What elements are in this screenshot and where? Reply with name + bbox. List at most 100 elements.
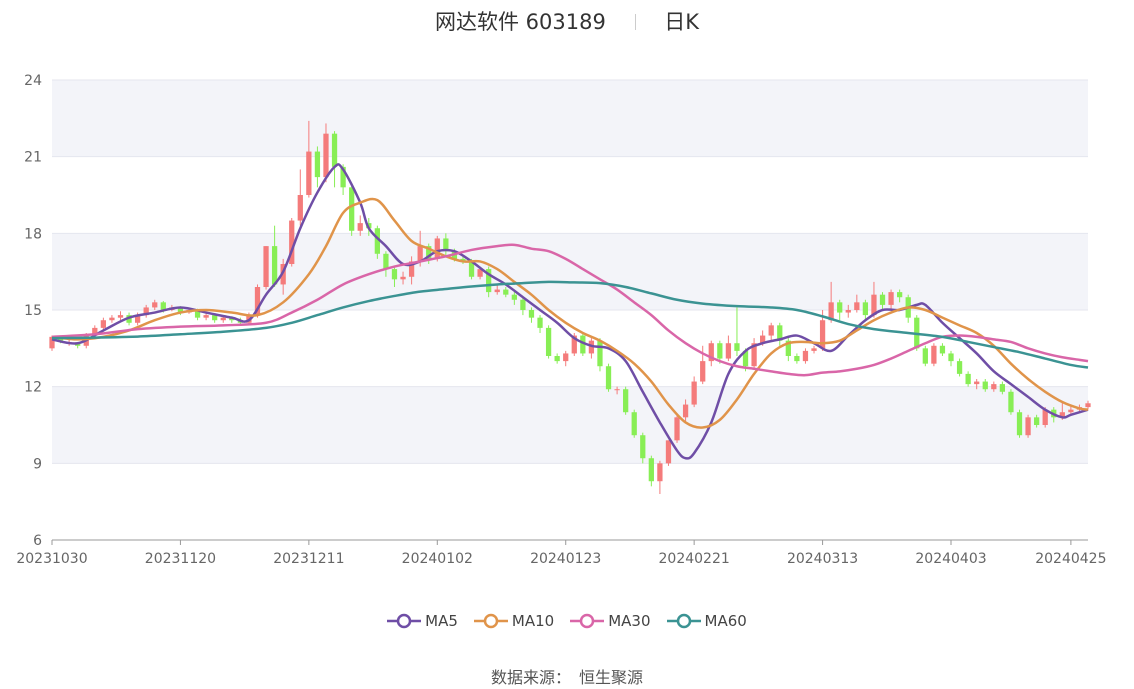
candle-body: [177, 307, 184, 313]
data-source: 数据来源： 恒生聚源: [0, 664, 1134, 688]
legend-circle: [483, 613, 499, 629]
y-tick-label: 12: [24, 380, 42, 396]
legend-item-ma30[interactable]: MA30: [570, 612, 651, 630]
candle-body: [845, 310, 851, 313]
candle-body: [494, 289, 500, 293]
stock-code: 603189: [525, 10, 606, 34]
candle-body: [657, 463, 663, 482]
candle-body: [563, 353, 569, 362]
grid-band: [52, 233, 1088, 310]
candle-body: [331, 133, 338, 167]
legend-item-ma60[interactable]: MA60: [666, 612, 747, 630]
candle-body: [691, 381, 697, 405]
legend-circle: [396, 613, 412, 629]
candle-body: [152, 302, 158, 308]
candle-body: [374, 228, 380, 254]
candle-body: [939, 345, 946, 354]
candle-body: [49, 336, 55, 349]
candle-body: [109, 317, 115, 321]
y-axis-ticks: 6 9 12 15 18 21 24: [24, 73, 42, 549]
grid-band: [52, 386, 1088, 464]
candle-body: [383, 253, 389, 270]
candle-body: [785, 340, 791, 356]
candle-body: [314, 151, 321, 178]
candle-body: [323, 133, 329, 178]
candle-body: [605, 366, 612, 390]
candle-body: [443, 238, 449, 252]
ma-lines: [51, 163, 1089, 460]
period-label: 日K: [664, 10, 699, 34]
y-tick-label: 15: [24, 303, 42, 319]
candle-body: [289, 220, 295, 264]
legend-item-ma5[interactable]: MA5: [387, 612, 458, 630]
candle-body: [117, 315, 124, 318]
candle-body: [340, 166, 346, 188]
candle-body: [571, 335, 577, 354]
candle-body: [203, 315, 209, 318]
legend-label: MA30: [608, 612, 651, 630]
candle-body: [948, 353, 954, 362]
candle-body: [220, 317, 226, 321]
candle-body: [160, 302, 166, 310]
legend-marker-icon: [666, 613, 701, 629]
candle-body: [777, 325, 783, 341]
candle-body: [503, 289, 509, 295]
candle-body: [717, 343, 723, 359]
legend-circle: [676, 613, 691, 629]
candle-body: [134, 315, 141, 323]
candle-body: [725, 343, 732, 359]
legend-marker-icon: [387, 613, 422, 629]
ma-line-ma5: [51, 163, 1089, 460]
candle-body: [468, 261, 475, 277]
x-tick-label: 20231120: [145, 551, 216, 567]
candle-body: [760, 335, 766, 344]
candle-body: [828, 302, 834, 321]
x-tick-label: 20240102: [402, 551, 473, 567]
source-label: 数据来源：: [490, 668, 571, 687]
y-tick-label: 24: [24, 73, 42, 89]
candle-body: [897, 292, 903, 298]
candle-body: [1085, 403, 1091, 408]
candle-body: [1042, 409, 1048, 425]
candle-body: [922, 348, 928, 364]
x-tick-label: 20240313: [787, 551, 858, 567]
candle-body: [640, 435, 646, 459]
candle-body: [580, 335, 586, 354]
x-tick-label: 20240403: [915, 551, 986, 567]
candle-body: [982, 381, 988, 390]
legend-circle: [579, 613, 595, 629]
candle-body: [665, 440, 672, 464]
y-tick-label: 9: [33, 456, 42, 472]
ma-line-ma10: [51, 197, 1089, 429]
candle-body: [75, 343, 81, 346]
candle-body: [1068, 409, 1074, 413]
candle-body: [229, 317, 235, 321]
candle-body: [1025, 417, 1031, 436]
legend-marker-icon: [473, 613, 508, 629]
candle-body: [477, 269, 483, 277]
candle-body: [999, 384, 1006, 392]
candle-body: [349, 187, 355, 231]
candle-body: [408, 261, 415, 277]
candle-body: [100, 320, 107, 328]
candle-body: [854, 302, 860, 310]
candle-body: [254, 287, 261, 316]
candle-body: [811, 348, 817, 351]
x-tick-label: 20240425: [1035, 551, 1106, 567]
candle-body: [511, 294, 517, 300]
candle-body: [1008, 391, 1014, 413]
candle-body: [545, 327, 552, 356]
candle-body: [742, 350, 749, 367]
candle-body: [991, 384, 997, 390]
candle-body: [417, 246, 423, 262]
y-tick-label: 18: [24, 226, 42, 242]
candle-body: [623, 389, 629, 413]
legend-label: MA60: [704, 612, 747, 630]
ma-line-ma60: [51, 280, 1089, 369]
candle-body: [486, 269, 492, 293]
legend-item-ma10[interactable]: MA10: [473, 612, 555, 630]
x-tick-label: 20240123: [530, 551, 601, 567]
legend-label: MA10: [511, 612, 555, 630]
candle-body: [194, 310, 201, 318]
